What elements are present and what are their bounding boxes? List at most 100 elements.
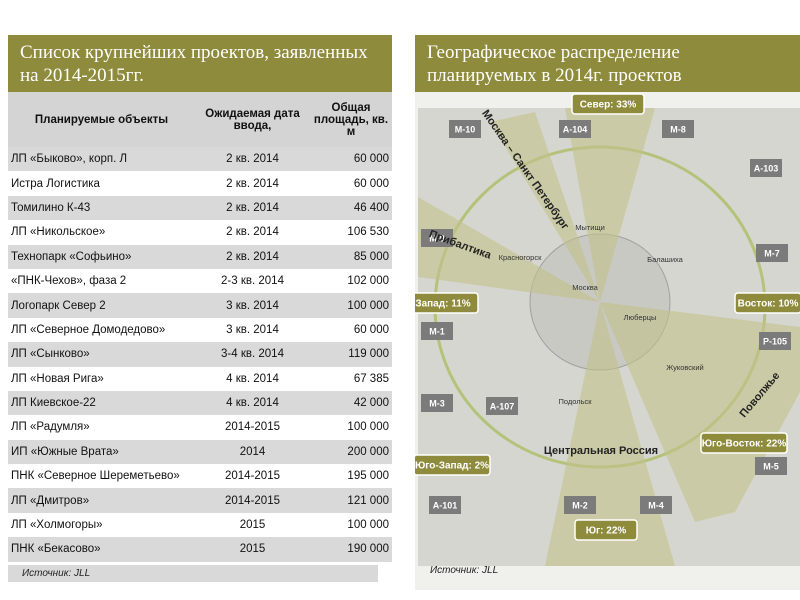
table-cell: 195 000	[310, 464, 392, 489]
direction-callout	[734, 292, 800, 314]
table-cell: ЛП «Быково», корп. Л	[8, 147, 195, 172]
table-cell: Логопарк Север 2	[8, 293, 195, 318]
table-cell: 2015	[195, 537, 310, 562]
place-label: Красногорск	[499, 253, 542, 262]
table-cell: 3 кв. 2014	[195, 317, 310, 343]
direction-callout	[574, 519, 638, 541]
road-badge	[750, 159, 782, 177]
direction-callout	[571, 93, 645, 115]
panel-title: Географическое распределение планируемых…	[415, 35, 800, 92]
table-cell: 119 000	[310, 342, 392, 367]
sector-west	[418, 197, 600, 302]
table-cell: 2 кв. 2014	[195, 195, 310, 221]
table-cell: Томилино К-43	[8, 195, 195, 221]
table-cell: Истра Логистика	[8, 171, 195, 196]
place-label: Мытищи	[575, 223, 605, 232]
road-label: А-107	[490, 401, 515, 411]
table-cell: ЛП «Холмогоры»	[8, 512, 195, 538]
table-cell: 2014-2015	[195, 464, 310, 489]
place-label: Балашиха	[647, 255, 684, 264]
road-badge	[421, 394, 453, 412]
table-cell: ЛП «Северное Домодедово»	[8, 317, 195, 343]
road-label: М-2	[572, 500, 588, 510]
place-label: Жуковский	[666, 363, 703, 372]
table-cell: ЛП «Радумля»	[8, 415, 195, 440]
table-cell: 60 000	[310, 147, 392, 172]
direction-callout	[415, 454, 491, 476]
table-row: ЛП «Дмитров» 2014-2015 121 000	[8, 488, 392, 513]
table-row: «ПНК-Чехов», фаза 2 2-3 кв. 2014 102 000	[8, 268, 392, 294]
table-row: ЛП «Никольское» 2 кв. 2014 106 530	[8, 220, 392, 245]
table-cell: 2 кв. 2014	[195, 220, 310, 245]
direction-label: Юг: 22%	[586, 526, 627, 537]
table-cell: 85 000	[310, 244, 392, 269]
road-label: А-103	[754, 163, 779, 173]
road-label: М-7	[764, 248, 780, 258]
panel-title: Список крупнейших проектов, заявленных н…	[8, 35, 392, 92]
header-cell: Планируемые объекты	[8, 92, 195, 147]
table-row: Томилино К-43 2 кв. 2014 46 400	[8, 195, 392, 221]
direction-label: Юго-Запад: 2%	[415, 461, 489, 472]
table-cell: 60 000	[310, 171, 392, 196]
direction-callout	[700, 432, 788, 454]
table-cell: 2 кв. 2014	[195, 147, 310, 172]
place-label: Подольск	[558, 397, 592, 406]
table-cell: ЛП «Никольское»	[8, 220, 195, 245]
table-row: Технопарк «Софьино» 2 кв. 2014 85 000	[8, 244, 392, 269]
table-row: ПНК «Северное Шереметьево» 2014-2015 195 0…	[8, 464, 392, 489]
source: Источник: JLL	[8, 565, 378, 582]
region-label: Центральная Россия	[544, 445, 658, 457]
table-row: ЛП Киевское-22 4 кв. 2014 42 000	[8, 390, 392, 416]
road-badge	[429, 496, 461, 514]
header-cell: Ожидаемая дата ввода,	[195, 92, 310, 147]
road-label: А-101	[433, 500, 458, 510]
sector-se	[600, 302, 800, 522]
table-cell: ЛП «Новая Рига»	[8, 366, 195, 391]
table-cell: ПНК «Северное Шереметьево»	[8, 464, 195, 489]
table-row: ЛП «Холмогоры» 2015 100 000	[8, 512, 392, 538]
projects-table: Планируемые объекты Ожидаемая дата ввода…	[8, 92, 392, 562]
direction-callout	[415, 292, 479, 314]
table-cell: 200 000	[310, 439, 392, 465]
table-cell: 46 400	[310, 195, 392, 221]
road-badge	[449, 120, 481, 138]
road-label: М-5	[763, 461, 779, 471]
road-badge	[640, 496, 672, 514]
table-cell: «ПНК-Чехов», фаза 2	[8, 268, 195, 294]
table-cell: 67 385	[310, 366, 392, 391]
table-cell: Технопарк «Софьино»	[8, 244, 195, 269]
table-cell: 100 000	[310, 293, 392, 318]
road-badge	[486, 397, 518, 415]
table-cell: 2014-2015	[195, 488, 310, 513]
table-cell: ЛП Киевское-22	[8, 390, 195, 416]
table-cell: 3-4 кв. 2014	[195, 342, 310, 367]
road-badge	[564, 496, 596, 514]
table-cell: ЛП «Дмитров»	[8, 488, 195, 513]
place-label: Люберцы	[624, 313, 657, 322]
table-row: Истра Логистика 2 кв. 2014 60 000	[8, 171, 392, 196]
direction-label: Юго-Восток: 22%	[702, 439, 787, 450]
table-cell: ИП «Южные Врата»	[8, 439, 195, 465]
road-badge	[421, 322, 453, 340]
table-cell: 121 000	[310, 488, 392, 513]
direction-label: Север: 33%	[580, 100, 637, 111]
road-label: М-8	[670, 124, 686, 134]
road-badge	[759, 332, 791, 350]
road-label: М-10	[455, 124, 476, 134]
direction-label: Запад: 11%	[415, 299, 470, 310]
sector-north	[565, 108, 655, 302]
table-row: ЛП «Северное Домодедово» 3 кв. 2014 60 000	[8, 317, 392, 343]
road-label: Р-105	[763, 336, 787, 346]
table-row: ИП «Южные Врата» 2014 200 000	[8, 439, 392, 465]
road-badge	[756, 244, 788, 262]
table-row: ЛП «Радумля» 2014-2015 100 000	[8, 415, 392, 440]
road-badge	[662, 120, 694, 138]
table-cell: 100 000	[310, 415, 392, 440]
table-cell: 4 кв. 2014	[195, 390, 310, 416]
table-cell: 60 000	[310, 317, 392, 343]
table-cell: 2014	[195, 439, 310, 465]
table-cell: ЛП «Сынково»	[8, 342, 195, 367]
table-cell: ПНК «Бекасово»	[8, 537, 195, 562]
